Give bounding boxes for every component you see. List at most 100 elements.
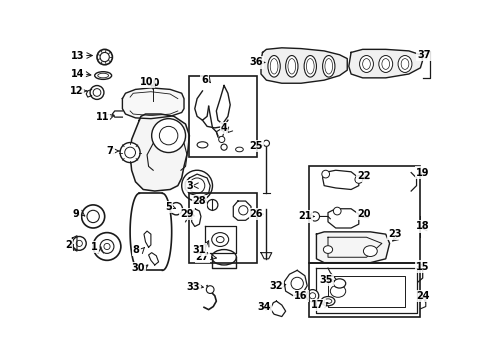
Ellipse shape <box>378 55 392 72</box>
Ellipse shape <box>310 212 319 221</box>
Ellipse shape <box>98 73 108 78</box>
Bar <box>189 193 257 263</box>
Ellipse shape <box>189 178 204 193</box>
Text: 21: 21 <box>298 211 311 221</box>
Ellipse shape <box>87 210 99 222</box>
Ellipse shape <box>397 55 411 72</box>
Ellipse shape <box>359 55 373 72</box>
Ellipse shape <box>362 59 369 69</box>
Text: 32: 32 <box>269 281 283 291</box>
Ellipse shape <box>290 277 303 289</box>
Ellipse shape <box>400 59 408 69</box>
Text: 15: 15 <box>415 261 428 271</box>
Text: 17: 17 <box>310 300 324 310</box>
Bar <box>308 263 420 316</box>
Ellipse shape <box>182 170 212 201</box>
Ellipse shape <box>270 59 277 74</box>
Text: 3: 3 <box>185 181 192 191</box>
Ellipse shape <box>381 59 389 69</box>
Text: 2: 2 <box>65 240 72 250</box>
Ellipse shape <box>321 297 334 306</box>
Ellipse shape <box>90 86 104 99</box>
Text: 35: 35 <box>318 275 332 285</box>
Text: 23: 23 <box>387 229 401 239</box>
Text: 36: 36 <box>249 58 263 67</box>
Polygon shape <box>143 231 151 247</box>
Ellipse shape <box>207 199 218 210</box>
Ellipse shape <box>323 246 332 253</box>
Ellipse shape <box>151 119 185 153</box>
Text: 30: 30 <box>131 263 144 273</box>
Ellipse shape <box>211 249 236 265</box>
Ellipse shape <box>322 55 334 77</box>
Polygon shape <box>130 114 189 191</box>
Ellipse shape <box>124 147 135 158</box>
Text: 28: 28 <box>192 196 206 206</box>
Ellipse shape <box>363 246 377 256</box>
Ellipse shape <box>324 299 331 303</box>
Text: 16: 16 <box>294 291 307 301</box>
Text: 10: 10 <box>140 77 154 87</box>
Ellipse shape <box>120 143 140 163</box>
Ellipse shape <box>197 142 207 148</box>
Ellipse shape <box>287 59 295 74</box>
Ellipse shape <box>321 170 329 178</box>
Text: 31: 31 <box>192 244 206 255</box>
Ellipse shape <box>100 53 109 62</box>
Ellipse shape <box>216 237 224 243</box>
Bar <box>308 166 420 263</box>
Bar <box>189 76 257 157</box>
Ellipse shape <box>309 293 315 299</box>
Ellipse shape <box>170 203 182 215</box>
Ellipse shape <box>304 55 316 77</box>
Ellipse shape <box>324 59 332 74</box>
Text: 26: 26 <box>249 209 263 219</box>
Ellipse shape <box>93 89 101 96</box>
Ellipse shape <box>159 126 178 145</box>
Text: 1: 1 <box>91 242 98 252</box>
Ellipse shape <box>81 205 104 228</box>
Text: 4: 4 <box>220 123 227 133</box>
Ellipse shape <box>306 59 313 74</box>
Ellipse shape <box>235 147 243 152</box>
Text: 7: 7 <box>106 146 113 156</box>
Text: 13: 13 <box>71 50 84 60</box>
Ellipse shape <box>285 55 297 77</box>
Text: 22: 22 <box>357 171 370 181</box>
Text: 12: 12 <box>69 86 83 96</box>
Polygon shape <box>261 48 346 83</box>
Ellipse shape <box>354 176 362 183</box>
Text: 9: 9 <box>73 209 80 219</box>
Ellipse shape <box>95 72 111 80</box>
Ellipse shape <box>218 136 224 143</box>
Text: 14: 14 <box>71 69 84 79</box>
Ellipse shape <box>333 279 345 288</box>
Polygon shape <box>216 130 224 137</box>
Ellipse shape <box>329 285 345 297</box>
Ellipse shape <box>221 144 226 150</box>
Text: 20: 20 <box>357 209 370 219</box>
Ellipse shape <box>267 55 280 77</box>
Text: 19: 19 <box>415 167 428 177</box>
Ellipse shape <box>100 239 114 253</box>
Text: 34: 34 <box>257 302 270 311</box>
Ellipse shape <box>211 233 228 247</box>
Text: 24: 24 <box>415 291 428 301</box>
Text: 25: 25 <box>249 141 263 150</box>
Polygon shape <box>348 49 422 78</box>
Polygon shape <box>316 232 389 263</box>
Polygon shape <box>122 88 183 119</box>
Text: 10: 10 <box>146 78 160 88</box>
Ellipse shape <box>333 207 341 215</box>
Text: 37: 37 <box>417 50 430 60</box>
Ellipse shape <box>72 237 86 250</box>
Text: 8: 8 <box>133 244 140 255</box>
Text: 11: 11 <box>96 112 109 122</box>
Text: 29: 29 <box>180 209 193 219</box>
Ellipse shape <box>263 140 269 147</box>
Ellipse shape <box>306 289 318 302</box>
Ellipse shape <box>206 286 214 293</box>
Ellipse shape <box>104 243 110 249</box>
Ellipse shape <box>76 240 82 247</box>
Ellipse shape <box>93 233 121 260</box>
